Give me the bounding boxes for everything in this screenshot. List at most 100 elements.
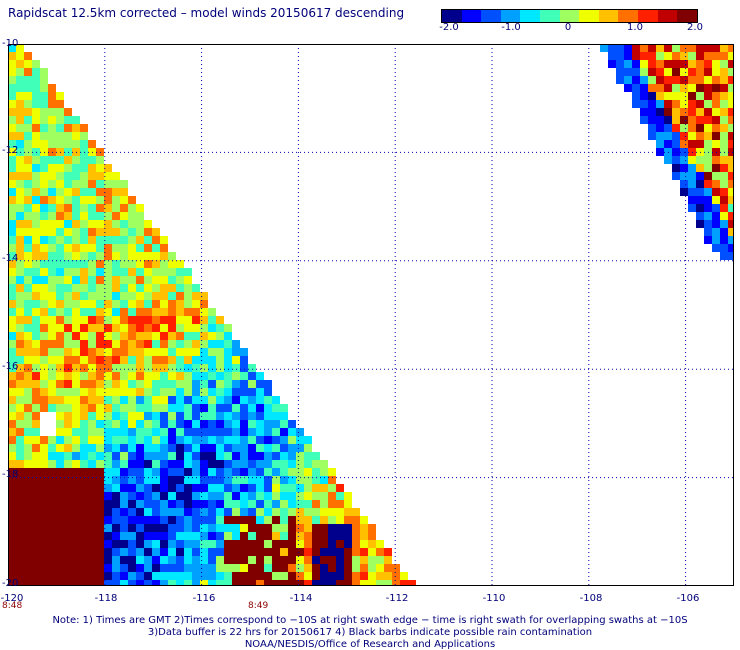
- swath-cell: [200, 564, 208, 572]
- swath-cell: [8, 332, 16, 340]
- swath-cell: [272, 516, 280, 524]
- swath-cell: [248, 372, 256, 380]
- swath-cell: [264, 452, 272, 460]
- swath-cell: [8, 420, 16, 428]
- swath-cell: [48, 156, 56, 164]
- swath-cell: [16, 188, 24, 196]
- swath-cell: [176, 372, 184, 380]
- swath-cell: [48, 268, 56, 276]
- swath-cell: [352, 548, 360, 556]
- swath-cell: [696, 92, 704, 100]
- swath-cell: [88, 564, 96, 572]
- swath-cell: [632, 76, 640, 84]
- swath-cell: [328, 540, 336, 548]
- swath-cell: [168, 460, 176, 468]
- swath-cell: [88, 516, 96, 524]
- swath-cell: [200, 532, 208, 540]
- swath-cell: [256, 428, 264, 436]
- swath-cell: [656, 132, 664, 140]
- swath-cell: [64, 436, 72, 444]
- lat-label: -12: [2, 145, 19, 156]
- swath-cell: [64, 236, 72, 244]
- swath-cell: [208, 460, 216, 468]
- swath-cell: [8, 500, 16, 508]
- swath-cell: [720, 236, 728, 244]
- swath-cell: [96, 188, 104, 196]
- swath-cell: [16, 348, 24, 356]
- swath-cell: [304, 460, 312, 468]
- swath-cell: [632, 44, 640, 52]
- swath-cell: [72, 116, 80, 124]
- swath-cell: [720, 100, 728, 108]
- swath-cell: [208, 580, 216, 586]
- swath-cell: [72, 300, 80, 308]
- swath-cell: [216, 444, 224, 452]
- swath-cell: [368, 564, 376, 572]
- swath-cell: [64, 316, 72, 324]
- swath-cell: [248, 540, 256, 548]
- swath-cell: [248, 452, 256, 460]
- swath-cell: [48, 284, 56, 292]
- swath-cell: [264, 492, 272, 500]
- swath-cell: [32, 276, 40, 284]
- swath-cell: [112, 316, 120, 324]
- swath-cell: [112, 372, 120, 380]
- swath-cell: [104, 556, 112, 564]
- swath-cell: [8, 68, 16, 76]
- swath-cell: [232, 564, 240, 572]
- swath-cell: [120, 548, 128, 556]
- swath-cell: [368, 548, 376, 556]
- swath-cell: [40, 228, 48, 236]
- lon-label: -110: [482, 593, 506, 604]
- swath-cell: [288, 476, 296, 484]
- swath-cell: [112, 476, 120, 484]
- swath-cell: [640, 116, 648, 124]
- swath-cell: [48, 100, 56, 108]
- swath-cell: [336, 484, 344, 492]
- swath-cell: [144, 484, 152, 492]
- swath-cell: [40, 164, 48, 172]
- swath-cell: [32, 308, 40, 316]
- swath-cell: [272, 476, 280, 484]
- swath-cell: [72, 404, 80, 412]
- swath-cell: [16, 220, 24, 228]
- swath-cell: [184, 308, 192, 316]
- swath-cell: [288, 564, 296, 572]
- swath-cell: [56, 324, 64, 332]
- swath-cell: [136, 484, 144, 492]
- swath-cell: [48, 252, 56, 260]
- swath-cell: [56, 452, 64, 460]
- swath-cell: [168, 484, 176, 492]
- swath-cell: [208, 308, 216, 316]
- lat-label: -14: [2, 253, 19, 264]
- swath-cell: [40, 460, 48, 468]
- swath-cell: [680, 60, 688, 68]
- swath-cell: [120, 268, 128, 276]
- swath-cell: [224, 556, 232, 564]
- swath-cell: [48, 564, 56, 572]
- swath-cell: [48, 548, 56, 556]
- swath-cell: [104, 380, 112, 388]
- swath-cell: [184, 476, 192, 484]
- swath-cell: [144, 572, 152, 580]
- swath-cell: [56, 100, 64, 108]
- swath-cell: [144, 468, 152, 476]
- swath-cell: [256, 548, 264, 556]
- swath-cell: [192, 404, 200, 412]
- swath-cell: [96, 540, 104, 548]
- swath-cell: [80, 236, 88, 244]
- swath-cell: [168, 284, 176, 292]
- swath-cell: [24, 180, 32, 188]
- swath-cell: [16, 140, 24, 148]
- swath-cell: [688, 132, 696, 140]
- swath-cell: [304, 556, 312, 564]
- swath-cell: [656, 100, 664, 108]
- swath-cell: [296, 508, 304, 516]
- swath-cell: [40, 124, 48, 132]
- swath-cell: [136, 244, 144, 252]
- swath-cell: [144, 220, 152, 228]
- swath-cell: [80, 204, 88, 212]
- swath-cell: [184, 412, 192, 420]
- swath-cell: [48, 508, 56, 516]
- swath-cell: [48, 84, 56, 92]
